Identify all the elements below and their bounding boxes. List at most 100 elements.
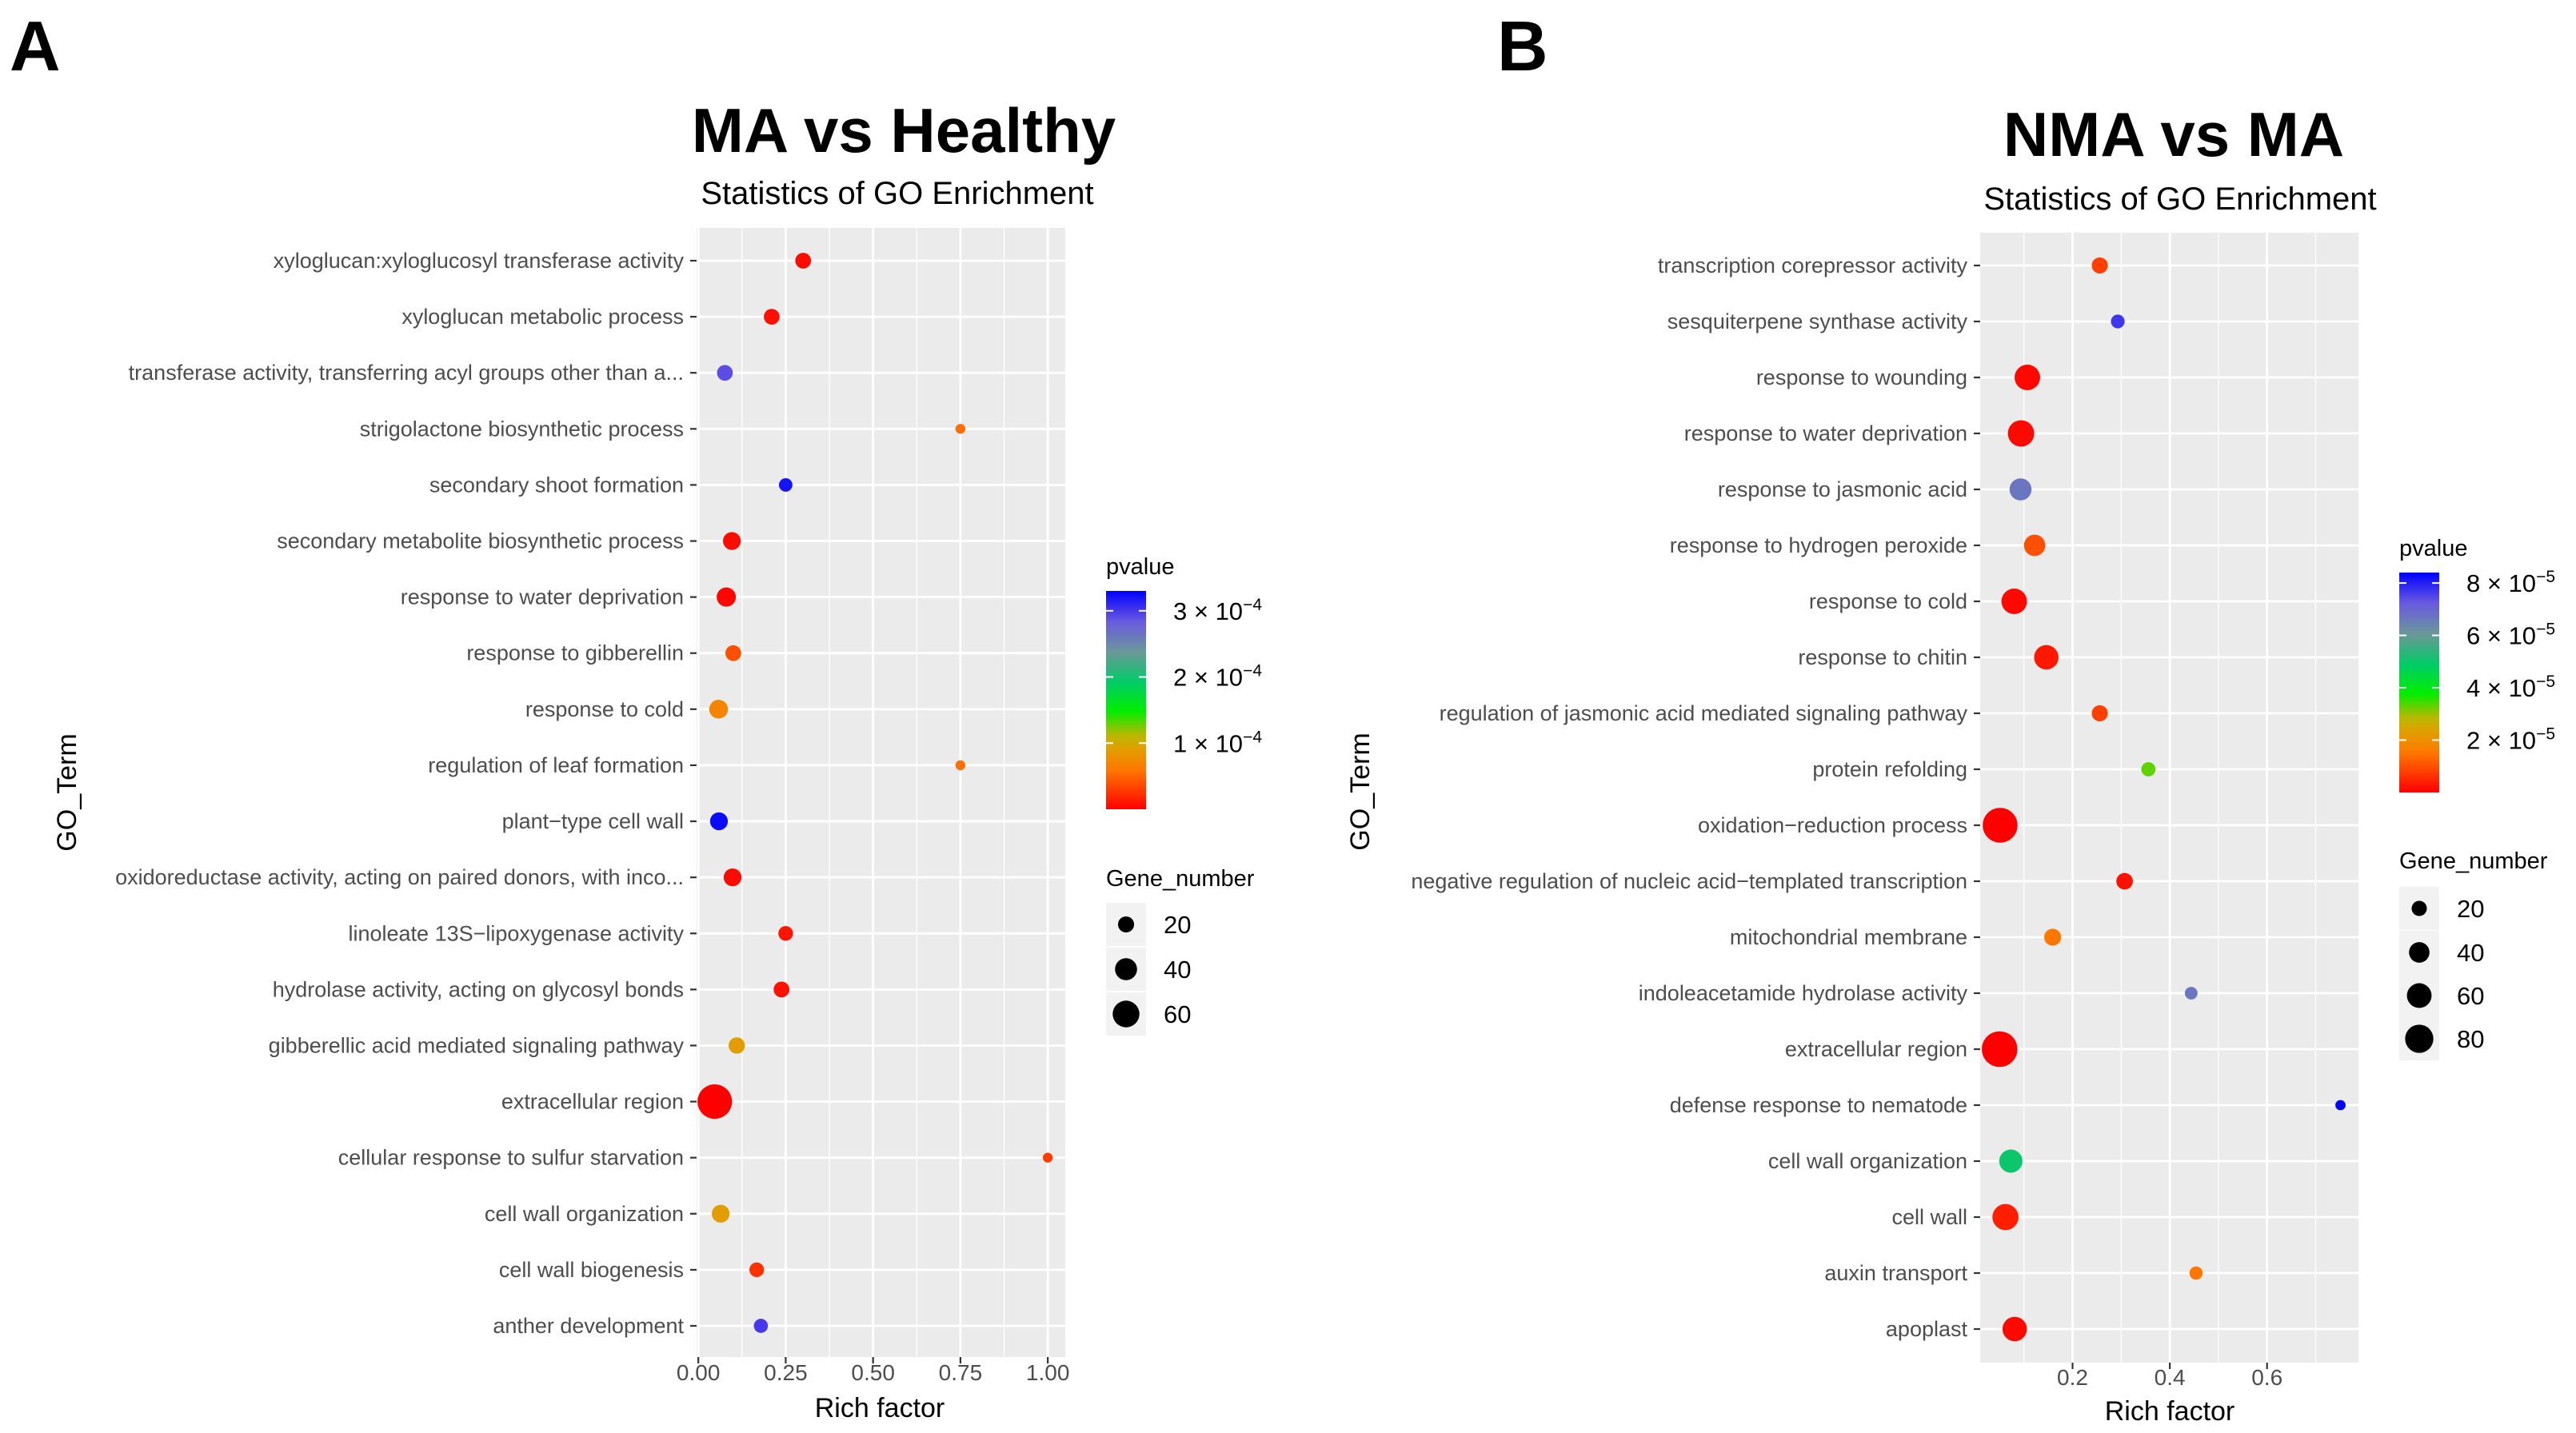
data-point bbox=[2091, 705, 2108, 722]
go-term-label: response to hydrogen peroxide bbox=[1670, 533, 1967, 557]
go-term-label: extracellular region bbox=[501, 1090, 684, 1114]
colorbar-tick-label: 3 × 10−4 bbox=[1173, 596, 1262, 625]
size-key-label: 60 bbox=[2457, 982, 2484, 1010]
color-legend-title: pvalue bbox=[1106, 554, 1174, 580]
data-point bbox=[2034, 645, 2059, 670]
data-point bbox=[722, 532, 741, 550]
tick-exponent: −4 bbox=[1243, 596, 1262, 614]
tick-mantissa: 6 × 10 bbox=[2466, 622, 2536, 650]
data-point bbox=[2189, 1266, 2203, 1280]
go-term-label: cellular response to sulfur starvation bbox=[338, 1146, 684, 1170]
data-point bbox=[2111, 314, 2125, 329]
go-term-label: response to gibberellin bbox=[466, 641, 684, 665]
data-point bbox=[1042, 1152, 1053, 1163]
size-key-dot bbox=[2406, 983, 2432, 1008]
tick-mantissa: 1 × 10 bbox=[1173, 729, 1243, 757]
go-term-label: cell wall biogenesis bbox=[499, 1258, 684, 1282]
go-term-label: transcription corepressor activity bbox=[1658, 253, 1968, 277]
plot-panel bbox=[697, 228, 1065, 1357]
data-point bbox=[778, 926, 793, 941]
go-term-label: mitochondrial membrane bbox=[1730, 925, 1967, 949]
data-point bbox=[778, 477, 793, 492]
data-point bbox=[729, 1037, 745, 1054]
go-term-label: response to cold bbox=[525, 697, 684, 721]
tick-exponent: −5 bbox=[2536, 568, 2555, 586]
colorbar bbox=[2399, 573, 2439, 792]
data-point bbox=[2043, 928, 2062, 946]
data-point bbox=[697, 1084, 733, 1120]
size-key-dot bbox=[2411, 900, 2427, 916]
go-term-label: auxin transport bbox=[1824, 1261, 1967, 1285]
size-key-label: 20 bbox=[2457, 895, 2484, 923]
data-point bbox=[1992, 1203, 2019, 1231]
tick-exponent: −4 bbox=[1243, 728, 1262, 746]
colorbar-tick-label: 2 × 10−5 bbox=[2466, 725, 2555, 755]
x-tick-label: 0.50 bbox=[851, 1360, 895, 1385]
x-tick-label: 0.25 bbox=[764, 1360, 808, 1385]
x-tick-label: 0.00 bbox=[677, 1360, 721, 1385]
data-point bbox=[2002, 1316, 2027, 1342]
chart-title: NMA vs MA bbox=[2003, 99, 2344, 170]
data-point bbox=[725, 645, 741, 661]
x-tick-label: 0.2 bbox=[2057, 1365, 2088, 1390]
colorbar-tick-label: 1 × 10−4 bbox=[1173, 728, 1262, 757]
y-axis-title: GO_Term bbox=[52, 733, 82, 851]
size-key-label: 20 bbox=[1164, 911, 1191, 939]
size-key-label: 80 bbox=[2457, 1025, 2484, 1053]
data-point bbox=[1999, 1149, 2023, 1173]
data-point bbox=[955, 760, 966, 771]
data-point bbox=[753, 1319, 769, 1333]
x-axis-title: Rich factor bbox=[2105, 1396, 2235, 1427]
panel-b: B NMA vs MA Statistics of GO Enrichment 0.2… bbox=[1345, 6, 2555, 1427]
data-point bbox=[2014, 365, 2040, 390]
data-point bbox=[1983, 808, 2018, 843]
data-point bbox=[712, 1204, 730, 1223]
go-term-label: defense response to nematode bbox=[1670, 1093, 1967, 1117]
size-legend-title: Gene_number bbox=[1106, 866, 1255, 892]
go-term-label: secondary shoot formation bbox=[429, 473, 684, 497]
tick-mantissa: 3 × 10 bbox=[1173, 597, 1243, 625]
data-point bbox=[764, 309, 780, 325]
data-point bbox=[2023, 534, 2046, 557]
go-term-label: linoleate 13S−lipoxygenase activity bbox=[348, 921, 684, 945]
tick-mantissa: 2 × 10 bbox=[2466, 727, 2536, 755]
go-term-label: regulation of jasmonic acid mediated sig… bbox=[1440, 701, 1968, 725]
go-term-label: strigolactone biosynthetic process bbox=[360, 417, 684, 441]
go-term-label: cell wall bbox=[1891, 1205, 1967, 1229]
colorbar-tick-label: 2 × 10−4 bbox=[1173, 662, 1262, 692]
data-point bbox=[773, 981, 790, 998]
colorbar-tick-label: 6 × 10−5 bbox=[2466, 621, 2555, 650]
go-term-label: xyloglucan metabolic process bbox=[401, 305, 684, 329]
chart-subtitle: Statistics of GO Enrichment bbox=[1983, 182, 2376, 217]
data-point bbox=[2007, 420, 2035, 447]
tick-exponent: −5 bbox=[2536, 621, 2555, 639]
size-key-dot bbox=[2409, 942, 2430, 963]
go-term-label: cell wall organization bbox=[1768, 1149, 1967, 1173]
go-term-label: anther development bbox=[493, 1314, 684, 1338]
data-point bbox=[2116, 872, 2133, 890]
size-key-dot bbox=[1115, 958, 1137, 980]
x-tick-label: 0.75 bbox=[939, 1360, 983, 1385]
tick-mantissa: 4 × 10 bbox=[2466, 674, 2536, 702]
x-tick-label: 1.00 bbox=[1026, 1360, 1070, 1385]
go-term-label: plant−type cell wall bbox=[502, 809, 684, 833]
go-term-label: indoleacetamide hydrolase activity bbox=[1639, 981, 1968, 1005]
data-point bbox=[2091, 257, 2108, 274]
go-term-label: response to wounding bbox=[1756, 365, 1967, 389]
go-term-label: response to water deprivation bbox=[401, 585, 684, 609]
go-term-label: regulation of leaf formation bbox=[428, 753, 684, 777]
chart-subtitle: Statistics of GO Enrichment bbox=[701, 176, 1093, 211]
colorbar-tick-label: 8 × 10−5 bbox=[2466, 568, 2555, 597]
data-point bbox=[717, 365, 733, 381]
size-key-label: 40 bbox=[2457, 939, 2484, 967]
color-legend-title: pvalue bbox=[2399, 536, 2467, 561]
data-point bbox=[1982, 1031, 2018, 1068]
go-term-label: oxidation−reduction process bbox=[1698, 813, 1967, 837]
data-point bbox=[717, 587, 737, 607]
go-term-label: response to jasmonic acid bbox=[1718, 477, 1967, 501]
go-term-label: cell wall organization bbox=[485, 1202, 684, 1226]
go-term-label: sesquiterpene synthase activity bbox=[1667, 309, 1968, 333]
size-key-label: 60 bbox=[1164, 1000, 1191, 1028]
